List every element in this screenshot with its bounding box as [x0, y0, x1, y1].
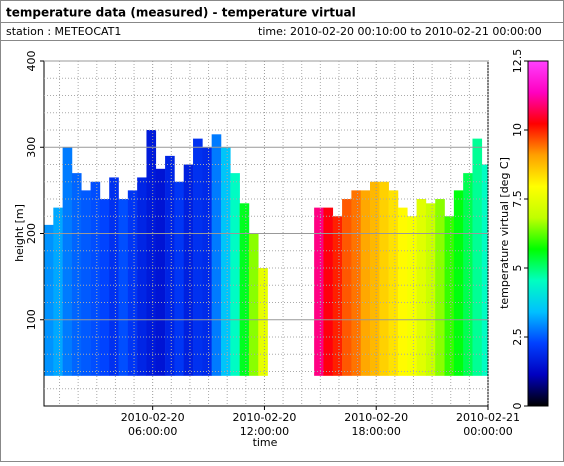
y-tick-label: 100 [25, 309, 38, 330]
profile-column [81, 190, 91, 376]
x-tick-label: 2010-02-20 18:00:00 [344, 411, 408, 438]
profile-column [342, 199, 352, 376]
profile-column [62, 147, 73, 376]
profile-column [99, 199, 110, 376]
profile-column [407, 216, 417, 376]
profile-column [155, 168, 166, 376]
profile-column [416, 199, 427, 376]
profile-column [435, 199, 445, 376]
profile-column [127, 190, 138, 376]
profile-column [314, 207, 324, 376]
chart-title: temperature data (measured) - temperatur… [6, 6, 356, 20]
profile-column [220, 147, 231, 376]
profile-column [183, 164, 194, 376]
profile-column [332, 216, 343, 376]
colorbar [527, 60, 549, 407]
profile-column [174, 181, 185, 376]
colorbar-tick-label: 7.5 [511, 190, 524, 208]
profile-column [453, 190, 464, 376]
x-tick-label: 2010-02-20 06:00:00 [121, 411, 185, 438]
profile-column [137, 177, 147, 376]
profile-column [472, 138, 483, 376]
profile-column [258, 268, 268, 376]
profile-column [90, 181, 101, 376]
profile-column [351, 190, 361, 376]
profile-column [397, 207, 408, 376]
profile-column [202, 147, 212, 376]
x-axis-label: time [253, 436, 278, 449]
y-tick-label: 400 [25, 51, 38, 72]
profile-column [370, 181, 380, 376]
colorbar-tick-label: 10 [511, 123, 524, 137]
profile-column [109, 177, 119, 376]
x-tick-label: 2010-02-20 12:00:00 [232, 411, 296, 438]
profile-column [379, 181, 389, 376]
profile-column [239, 203, 250, 376]
colorbar-tick-label: 12.5 [511, 49, 524, 74]
profile-column [230, 173, 240, 376]
colorbar-tick-label: 0 [511, 403, 524, 410]
colorbar-tick-label: 5 [511, 265, 524, 272]
y-axis-label: height [m] [13, 204, 26, 262]
colorbar-tick-label: 2.5 [511, 328, 524, 346]
profile-column [53, 207, 63, 376]
y-tick-label: 200 [25, 223, 38, 244]
profile-column [360, 190, 371, 376]
colorbar-label: temperature virtual [deg C] [498, 157, 511, 309]
y-tick-label: 300 [25, 137, 38, 158]
profile-column [323, 207, 334, 376]
station: station : METEOCAT1 [6, 25, 121, 38]
profile-column [193, 138, 203, 376]
profile-column [425, 203, 436, 376]
profile-column [444, 216, 455, 376]
profile-column [165, 155, 175, 376]
profile-column [118, 199, 129, 376]
profile-column [211, 134, 222, 376]
profile-column [71, 173, 82, 376]
profile-column [44, 224, 54, 376]
profile-column [388, 190, 399, 376]
x-tick-label: 2010-02-21 00:00:00 [456, 411, 520, 438]
profile-column [481, 164, 488, 376]
profile-column [248, 233, 259, 376]
period: time: 2010-02-20 00:10:00 to 2010-02-21 … [258, 25, 542, 38]
profile-column [463, 173, 473, 376]
profile-column [146, 130, 157, 376]
